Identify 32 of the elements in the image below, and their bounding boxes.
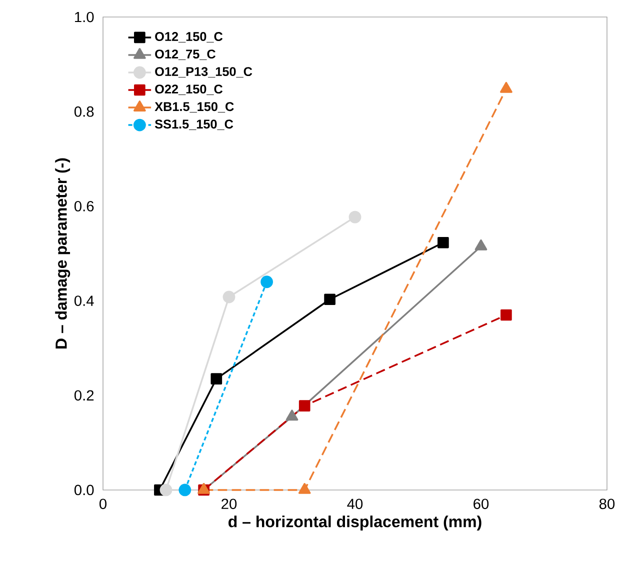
point: [438, 236, 449, 248]
legend-label: O12_150_C: [155, 32, 223, 42]
y-tick-label: 0.2: [74, 390, 94, 401]
point: [324, 294, 336, 306]
x-tick-label: 20: [222, 498, 237, 510]
legend-label: O12_75_C: [155, 50, 216, 60]
y-tick-label: 0.8: [74, 106, 94, 117]
legend-label: XB1.5_150_C: [154, 102, 234, 112]
x-tick-label: 60: [474, 498, 489, 510]
y-axis-title: D – damage parameter (-): [55, 158, 70, 348]
y-tick-label: 0.4: [74, 296, 94, 306]
point: [286, 410, 298, 421]
point: [500, 309, 512, 321]
point: [260, 276, 273, 288]
point: [474, 239, 488, 250]
x-axis-title: d – horizontal displacement (mm): [228, 516, 482, 530]
y-tick-label: 0.0: [74, 484, 94, 496]
legend-label: O22_150_C: [155, 84, 223, 95]
point: [210, 373, 222, 385]
legend-label: SS1.5_150_C: [154, 120, 234, 130]
point: [178, 484, 192, 496]
x-tick-label: 80: [599, 498, 615, 510]
point: [222, 290, 236, 304]
x-tick-label: 40: [347, 498, 363, 510]
y-tick-label: 1.0: [75, 12, 94, 22]
point: [500, 82, 512, 93]
point: [298, 400, 310, 412]
x-tick-label: 0: [99, 498, 106, 510]
point: [160, 484, 172, 496]
y-tick-label: 0.6: [74, 201, 94, 212]
legend-label: O12_P13_150_C: [155, 67, 252, 78]
point: [348, 210, 362, 224]
